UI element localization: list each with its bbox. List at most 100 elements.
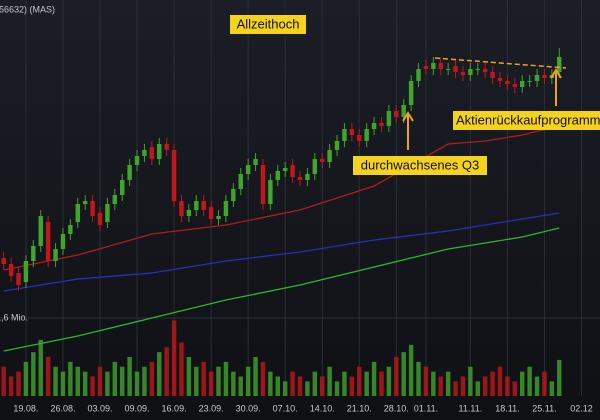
x-tick-label: 25.11. xyxy=(532,403,556,413)
volume-bar xyxy=(460,376,466,396)
volume-bar xyxy=(534,376,540,396)
candle-body xyxy=(468,69,473,75)
candle-body xyxy=(68,225,73,234)
volume-bar xyxy=(245,366,251,396)
volume-bar xyxy=(253,357,258,396)
candle-body xyxy=(453,66,458,72)
candle-body xyxy=(357,135,362,141)
volume-bar xyxy=(334,381,340,396)
candle-body xyxy=(97,213,103,225)
moving-averages xyxy=(3,125,560,352)
volume-bar xyxy=(542,371,547,396)
volume-bar xyxy=(142,366,147,396)
candle-body xyxy=(371,123,377,129)
volume-bar xyxy=(238,376,243,396)
volume-bar xyxy=(401,352,406,396)
candle-body xyxy=(327,150,332,162)
candle-body xyxy=(23,261,29,282)
candle-body xyxy=(527,81,532,82)
x-tick-label: 02.12 xyxy=(570,403,593,413)
volume-bar xyxy=(512,381,518,396)
candle-body xyxy=(386,111,392,126)
candle-body xyxy=(290,165,295,177)
volume-bar xyxy=(475,381,480,396)
volume-bar xyxy=(431,371,436,396)
candle-body xyxy=(75,204,80,222)
volume-bar xyxy=(1,366,6,396)
candle-body xyxy=(223,201,229,216)
candle-body xyxy=(231,189,236,201)
volume-bar xyxy=(423,366,429,396)
candle-body xyxy=(282,168,288,171)
volume-bar xyxy=(149,361,155,396)
volume-bar xyxy=(312,371,318,396)
candle-body xyxy=(201,201,206,210)
volume-bar xyxy=(157,352,162,396)
volume-bar xyxy=(386,366,392,396)
x-tick-label: 19.08. xyxy=(13,403,38,413)
volume-bar xyxy=(260,361,266,396)
candle-body xyxy=(164,144,169,150)
volume-bar xyxy=(97,366,103,396)
candle-body xyxy=(297,177,303,180)
moving-average xyxy=(3,212,560,292)
candle-body xyxy=(379,123,384,126)
candle-body xyxy=(408,81,414,105)
candle-body xyxy=(268,180,273,204)
volume-bar xyxy=(75,366,80,396)
candle-body xyxy=(342,129,347,141)
candle-body xyxy=(112,195,118,204)
volume-bar xyxy=(520,371,525,396)
volume-bar xyxy=(231,371,236,396)
candle-body xyxy=(208,207,214,219)
candle-body xyxy=(90,201,95,216)
candle-body xyxy=(416,69,421,81)
candle-body xyxy=(497,78,503,81)
volume-bar xyxy=(216,366,221,396)
x-tick-label: 03.09. xyxy=(87,403,112,413)
volume-bar xyxy=(186,357,192,396)
volume-bar xyxy=(16,371,21,396)
candle-body xyxy=(475,69,480,70)
volume-bar xyxy=(120,366,125,396)
candle-body xyxy=(194,201,199,210)
volume-bar xyxy=(282,381,288,396)
arrow-head xyxy=(402,111,414,122)
candle-body xyxy=(542,75,547,78)
candle-body xyxy=(534,75,540,81)
x-tick-label: 21.10. xyxy=(347,403,372,413)
x-tick-label: 30.09. xyxy=(236,403,261,413)
candle-body xyxy=(275,171,280,180)
volume-bar xyxy=(490,371,495,396)
candle-body xyxy=(171,150,177,201)
volume-bar xyxy=(527,366,532,396)
volume-bar xyxy=(68,361,73,396)
candle-body xyxy=(320,159,325,162)
candle-body xyxy=(8,264,14,276)
annotation: Aktienrückkaufprogramm xyxy=(456,112,600,127)
trend-line xyxy=(434,57,567,69)
volume-bar xyxy=(23,361,29,396)
volume-bar xyxy=(105,371,110,396)
candle-body xyxy=(127,165,132,180)
volume-bar xyxy=(223,361,229,396)
volume-bar xyxy=(8,376,14,396)
volume-layer xyxy=(1,320,562,396)
volume-bar xyxy=(134,371,140,396)
candle-body xyxy=(134,156,140,165)
volume-bar xyxy=(171,320,177,396)
candle-body xyxy=(216,216,221,219)
volume-bar xyxy=(497,366,503,396)
x-tick-label: 16.09. xyxy=(162,403,187,413)
candle-body xyxy=(238,174,243,189)
candle-body xyxy=(186,210,192,216)
candle-body xyxy=(505,81,510,84)
candle-body xyxy=(105,204,110,222)
volume-bar xyxy=(482,376,488,396)
grid xyxy=(0,0,600,396)
x-tick-label: 18.11. xyxy=(495,403,519,413)
volume-bar xyxy=(320,376,325,396)
candle-body xyxy=(253,159,258,165)
volume-bar xyxy=(438,376,443,396)
volume-bar xyxy=(468,366,473,396)
